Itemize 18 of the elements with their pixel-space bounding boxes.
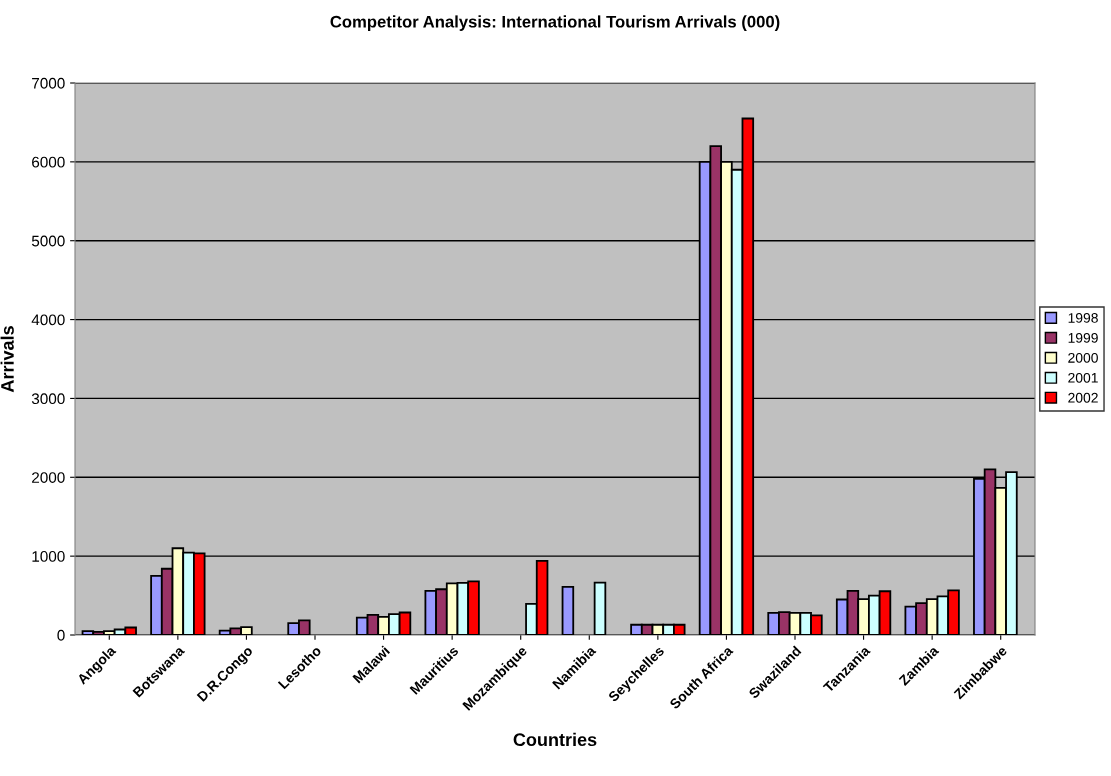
y-tick-label: 3000 — [31, 393, 65, 405]
legend-label: 1999 — [1068, 332, 1098, 343]
y-tick-label: 5000 — [31, 235, 65, 247]
y-tick-label: 1000 — [32, 551, 65, 562]
y-tick-label: 4000 — [31, 314, 65, 326]
bar — [593, 581, 607, 635]
y-tick-label: 6000 — [32, 156, 65, 168]
x-axis-title: Countries — [513, 732, 597, 747]
legend-label: 2000 — [1068, 352, 1098, 363]
bar — [561, 585, 575, 635]
chart-title: Competitor Analysis: International Tourism Arrivals (000) — [330, 15, 780, 31]
legend-label: 2002 — [1068, 392, 1098, 403]
y-tick-label: 0 — [57, 629, 65, 641]
y-tick-label: 7000 — [32, 77, 65, 89]
y-axis-title: Arrivals — [0, 326, 14, 393]
legend-label: 2001 — [1068, 372, 1098, 383]
y-tick-label: 2000 — [32, 472, 65, 483]
legend-label: 1998 — [1068, 313, 1098, 323]
